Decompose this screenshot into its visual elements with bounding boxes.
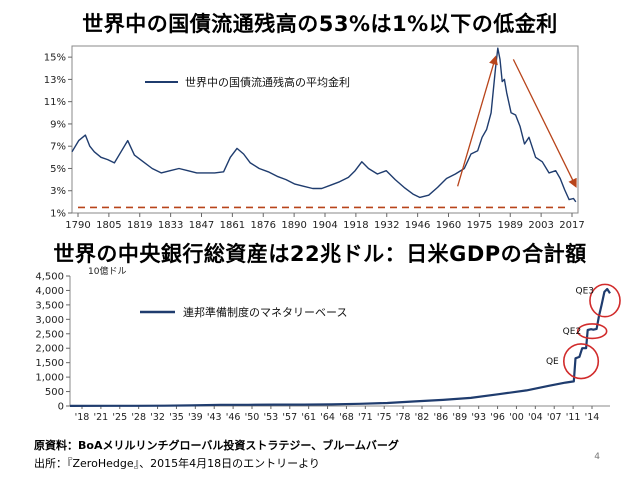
x-tick-label: 1946 bbox=[405, 220, 430, 231]
y-tick-label: 11% bbox=[44, 97, 66, 108]
x-tick-label: 2017 bbox=[559, 220, 584, 231]
x-tick-label: 1805 bbox=[96, 220, 121, 231]
x-tick-label: '71 bbox=[358, 412, 373, 423]
x-tick-label: '46 bbox=[226, 412, 241, 423]
yield-series-line bbox=[71, 47, 577, 203]
x-tick-label: 1932 bbox=[374, 220, 399, 231]
footnote-origin: 出所：『ZeroHedge』、2015年4月18日のエントリーより bbox=[34, 457, 320, 470]
x-tick-label: 1876 bbox=[251, 220, 276, 231]
x-tick-label: '18 bbox=[75, 412, 90, 423]
x-tick-label: 1819 bbox=[127, 220, 152, 231]
x-tick-label: 1861 bbox=[220, 220, 245, 231]
y-tick-label: 9% bbox=[50, 119, 66, 130]
y-tick-label: 4,000 bbox=[35, 286, 64, 297]
y-tick-label: 1,000 bbox=[35, 373, 64, 384]
y-tick-label: 0 bbox=[58, 402, 64, 413]
x-tick-label: '68 bbox=[339, 412, 354, 423]
legend-label: 世界中の国債流通残高の平均金利 bbox=[185, 75, 350, 89]
x-tick-label: 1975 bbox=[467, 220, 492, 231]
x-tick-label: 1847 bbox=[189, 220, 214, 231]
qe-label: QE2 bbox=[563, 327, 582, 337]
y-tick-label: 1% bbox=[50, 209, 66, 220]
monetary-base-chart: 0 500 1,000 1,500 2,000 2,500 3,000 3,500 4,000 4… bbox=[35, 265, 621, 423]
y-tick-label: 3% bbox=[50, 186, 66, 197]
x-tick-label: '57 bbox=[282, 412, 297, 423]
x-tick-label: 1918 bbox=[343, 220, 368, 231]
qe-circle bbox=[562, 343, 600, 380]
y-tick-label: 13% bbox=[44, 75, 66, 86]
x-tick-label: 1790 bbox=[65, 220, 90, 231]
page-number: 4 bbox=[594, 452, 600, 462]
x-tick-label: 2003 bbox=[528, 220, 553, 231]
x-tick-label: '89 bbox=[452, 412, 467, 423]
x-tick-label: '53 bbox=[264, 412, 279, 423]
x-tick-label: 1890 bbox=[281, 220, 306, 231]
bottom-chart-title: 世界の中央銀行総資産は22兆ドル：日米GDPの合計額 bbox=[53, 242, 587, 266]
x-tick-label: '25 bbox=[112, 412, 127, 423]
monetary-base-line bbox=[69, 287, 611, 407]
top-chart-title: 世界中の国債流通残高の53%は1%以下の低金利 bbox=[82, 12, 558, 36]
legend-label: 連邦準備制度のマネタリーベース bbox=[183, 305, 347, 319]
x-tick-label: 1960 bbox=[436, 220, 461, 231]
y-tick-label: 2,500 bbox=[35, 329, 64, 340]
x-tick-label: '78 bbox=[396, 412, 411, 423]
x-tick-label: '86 bbox=[434, 412, 449, 423]
x-tick-label: '14 bbox=[585, 412, 600, 423]
x-tick-label: '28 bbox=[131, 412, 146, 423]
qe-label: QE3 bbox=[575, 286, 594, 296]
x-tick-label: '64 bbox=[320, 412, 335, 423]
y-tick-label: 15% bbox=[44, 53, 66, 64]
x-tick-label: '75 bbox=[377, 412, 392, 423]
x-tick-label: '50 bbox=[245, 412, 260, 423]
y-tick-label: 1,500 bbox=[35, 358, 64, 369]
qe-circle bbox=[576, 323, 608, 340]
x-tick-label: '07 bbox=[547, 412, 562, 423]
trend-arrow bbox=[512, 59, 577, 188]
qe-circle bbox=[589, 283, 621, 318]
x-tick-label: '04 bbox=[528, 412, 543, 423]
x-tick-label: 1833 bbox=[158, 220, 183, 231]
x-tick-label: '61 bbox=[301, 412, 316, 423]
y-tick-label: 3,000 bbox=[35, 315, 64, 326]
qe-label: QE bbox=[546, 357, 559, 367]
x-tick-label: 1904 bbox=[312, 220, 337, 231]
x-tick-label: '93 bbox=[471, 412, 486, 423]
bond-yield-chart: 1% 3% 5% 7% 9% 11% 13% 15% 1790 1805 1819 1833 1847 1… bbox=[44, 45, 585, 231]
x-tick-label: '21 bbox=[94, 412, 109, 423]
x-tick-label: 1989 bbox=[498, 220, 523, 231]
footnote-source: 原資料：BoAメリルリンチグローバル投資ストラテジー、ブルームバーグ bbox=[34, 439, 399, 452]
unit-label: 10億ドル bbox=[88, 265, 126, 277]
x-tick-label: '32 bbox=[150, 412, 165, 423]
trend-arrow bbox=[457, 55, 498, 187]
x-tick-label: '11 bbox=[566, 412, 581, 423]
x-tick-label: '96 bbox=[490, 412, 505, 423]
x-tick-label: '00 bbox=[509, 412, 524, 423]
y-tick-label: 7% bbox=[50, 142, 66, 153]
y-tick-label: 3,500 bbox=[35, 300, 64, 311]
y-tick-label: 4,500 bbox=[35, 272, 64, 283]
y-tick-label: 2,000 bbox=[35, 344, 64, 355]
y-tick-label: 500 bbox=[45, 387, 64, 398]
y-tick-label: 5% bbox=[50, 164, 66, 175]
x-tick-label: '39 bbox=[188, 412, 203, 423]
x-tick-label: '35 bbox=[169, 412, 184, 423]
x-tick-label: '43 bbox=[207, 412, 222, 423]
x-tick-label: '82 bbox=[415, 412, 430, 423]
